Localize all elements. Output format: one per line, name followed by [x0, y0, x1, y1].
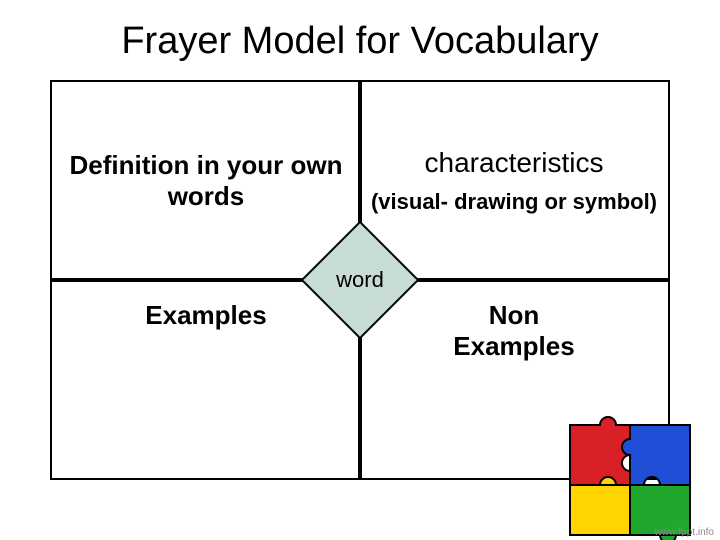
puzzle-piece-yellow — [570, 477, 630, 535]
label-definition: Definition in your own words — [62, 150, 350, 212]
center-word: word — [336, 267, 384, 293]
puzzle-piece-red — [570, 417, 630, 485]
label-nonexamples: Non Examples — [437, 300, 591, 362]
watermark: www.fppt.info — [655, 527, 714, 538]
center-diamond: word — [300, 220, 420, 340]
label-characteristics-head: characteristics — [425, 147, 604, 179]
puzzle-piece-blue — [622, 425, 690, 485]
label-characteristics-sub: (visual- drawing or symbol) — [371, 189, 657, 215]
label-examples: Examples — [145, 300, 266, 331]
page-title: Frayer Model for Vocabulary — [0, 20, 720, 63]
puzzle-icon — [550, 390, 720, 540]
